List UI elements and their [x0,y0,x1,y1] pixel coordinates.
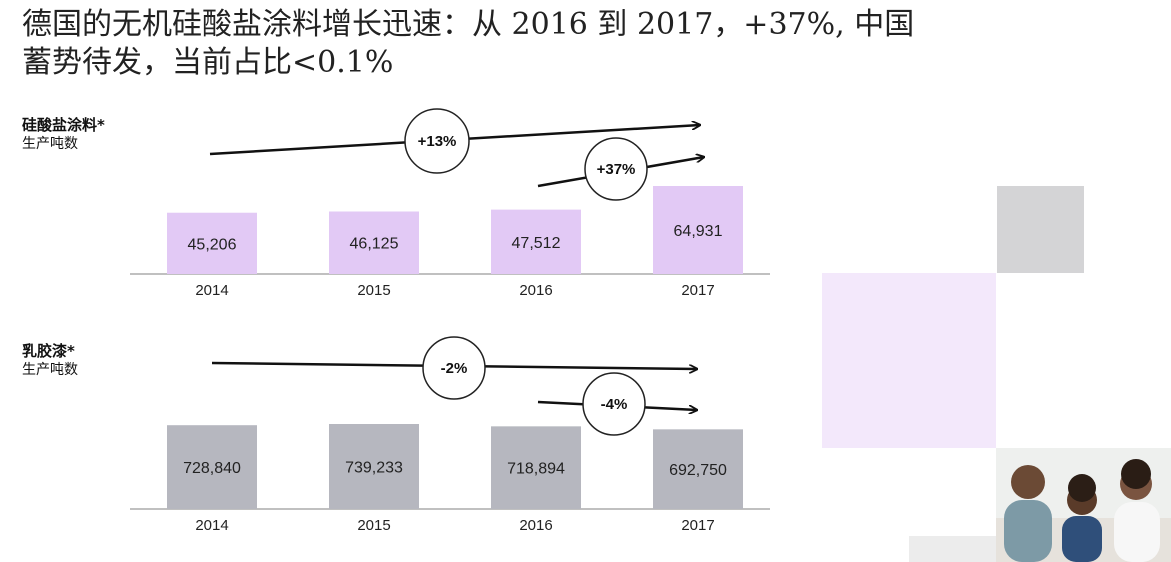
bar-charts: 45,206 2014 46,125 2015 47,512 2016 64,931 2017… [130,108,770,534]
bar-2017 [653,429,743,509]
data-label: 46,125 [350,236,399,253]
decor-lavender-square [822,273,996,448]
latex-bar-chart: 728,840 2014 739,233 2015 718,894 2016 692,750… [130,336,770,534]
bar-2016 [491,209,581,274]
decor-light-square [909,536,996,562]
tick-label: 2015 [357,517,390,534]
bar-2016 [491,426,581,509]
tick-label: 2014 [195,517,228,534]
title-line-2: 蓄势待发，当前占比<0.1% [22,45,394,80]
growth-badge [422,336,486,400]
data-label: 728,840 [183,460,241,477]
silicate-chart-label: 硅酸盐涂料* [22,116,105,134]
latex-label-block: 乳胶漆* 生产吨数 [22,342,78,380]
tick-label: 2017 [681,282,714,299]
latex-chart-label: 乳胶漆* [22,342,75,360]
growth-label: +13% [418,133,457,150]
data-label: 692,750 [669,462,727,479]
silicate-chart-unit: 生产吨数 [22,136,78,152]
data-label: 47,512 [512,235,561,252]
bar-2015 [329,211,419,274]
growth-badge [582,372,646,436]
title-line-1: 德国的无机硅酸盐涂料增长迅速：从 2016 到 2017，+37%, 中国 [22,7,915,42]
latex-chart-unit: 生产吨数 [22,362,78,378]
bar-2014 [167,425,257,509]
tick-label: 2016 [519,282,552,299]
data-label: 739,233 [345,460,403,477]
page-title: 德国的无机硅酸盐涂料增长迅速：从 2016 到 2017，+37%, 中国 蓄势… [22,6,914,82]
data-label: 45,206 [188,236,237,253]
growth-label: +37% [597,161,636,178]
data-label: 64,931 [674,223,723,240]
family-photo-icon [996,448,1171,562]
growth-label: -2% [441,360,468,377]
bar-2015 [329,424,419,509]
tick-label: 2015 [357,282,390,299]
bar-2014 [167,212,257,274]
data-label: 718,894 [507,461,565,478]
silicate-bar-chart: 45,206 2014 46,125 2015 47,512 2016 64,931 2017… [130,108,770,299]
growth-badge [404,108,470,174]
decor-gray-square [997,186,1084,273]
tick-label: 2016 [519,517,552,534]
growth-badge [584,137,648,201]
tick-label: 2014 [195,282,228,299]
silicate-label-block: 硅酸盐涂料* 生产吨数 [22,116,105,154]
bar-2017 [653,186,743,274]
growth-label: -4% [601,396,628,413]
tick-label: 2017 [681,517,714,534]
